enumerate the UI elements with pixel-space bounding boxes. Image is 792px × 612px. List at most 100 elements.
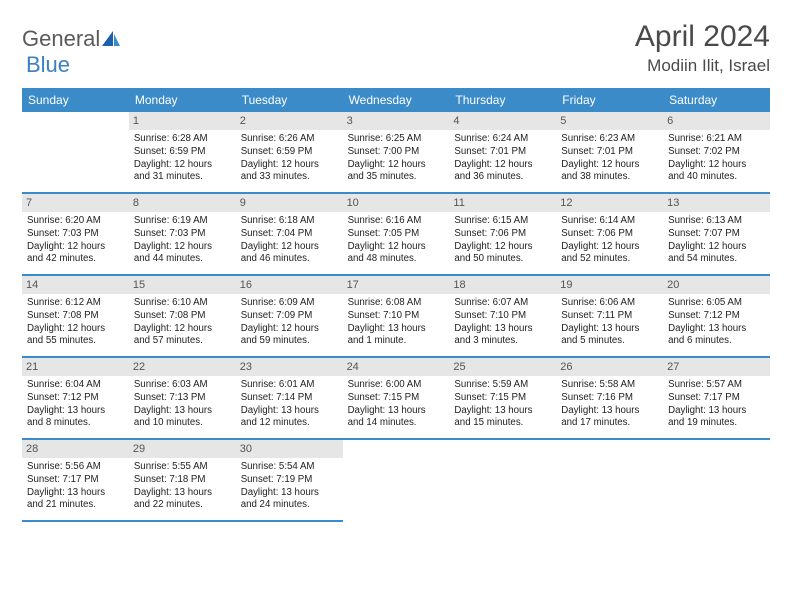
calendar-cell: 1 Sunrise: 6:28 AMSunset: 6:59 PMDaylight… bbox=[129, 112, 236, 194]
calendar-cell: 12 Sunrise: 6:14 AMSunset: 7:06 PMDayligh… bbox=[556, 194, 663, 276]
day-number: 12 bbox=[556, 194, 663, 212]
day-info: Sunrise: 6:01 AMSunset: 7:14 PMDaylight:… bbox=[241, 379, 338, 429]
calendar-cell: 14 Sunrise: 6:12 AMSunset: 7:08 PMDayligh… bbox=[22, 276, 129, 358]
day-info: Sunrise: 6:07 AMSunset: 7:10 PMDaylight:… bbox=[454, 297, 551, 347]
day-info: Sunrise: 6:09 AMSunset: 7:09 PMDaylight:… bbox=[241, 297, 338, 347]
month-title: April 2024 bbox=[635, 20, 770, 54]
calendar-cell bbox=[663, 440, 770, 522]
calendar-cell: 5Sunrise: 6:23 AMSunset: 7:01 PMDaylight… bbox=[556, 112, 663, 194]
calendar-cell: 2 Sunrise: 6:26 AMSunset: 6:59 PMDaylight… bbox=[236, 112, 343, 194]
calendar-cell: 9 Sunrise: 6:18 AMSunset: 7:04 PMDaylight… bbox=[236, 194, 343, 276]
day-info: Sunrise: 6:13 AMSunset: 7:07 PMDaylight:… bbox=[668, 215, 765, 265]
day-info: Sunrise: 6:10 AMSunset: 7:08 PMDaylight:… bbox=[134, 297, 231, 347]
weekday-label: Thursday bbox=[449, 88, 556, 112]
day-info: Sunrise: 6:16 AMSunset: 7:05 PMDaylight:… bbox=[348, 215, 445, 265]
day-number: 14 bbox=[22, 276, 129, 294]
day-number: 8 bbox=[129, 194, 236, 212]
day-number: 30 bbox=[236, 440, 343, 458]
day-info: Sunrise: 5:56 AMSunset: 7:17 PMDaylight:… bbox=[27, 461, 124, 511]
day-info: Sunrise: 6:28 AMSunset: 6:59 PMDaylight:… bbox=[134, 133, 231, 183]
calendar-cell: 22 Sunrise: 6:03 AMSunset: 7:13 PMDayligh… bbox=[129, 358, 236, 440]
day-number: 25 bbox=[449, 358, 556, 376]
day-number: 17 bbox=[343, 276, 450, 294]
calendar-cell: 3 Sunrise: 6:25 AMSunset: 7:00 PMDaylight… bbox=[343, 112, 450, 194]
day-info: Sunrise: 5:54 AMSunset: 7:19 PMDaylight:… bbox=[241, 461, 338, 511]
weekday-label: Friday bbox=[556, 88, 663, 112]
calendar-cell: 4 Sunrise: 6:24 AMSunset: 7:01 PMDaylight… bbox=[449, 112, 556, 194]
logo-sub: Blue bbox=[26, 52, 70, 78]
day-info: Sunrise: 6:15 AMSunset: 7:06 PMDaylight:… bbox=[454, 215, 551, 265]
day-number: 5 bbox=[556, 112, 663, 130]
day-info: Sunrise: 6:25 AMSunset: 7:00 PMDaylight:… bbox=[348, 133, 445, 183]
calendar-cell: 29 Sunrise: 5:55 AMSunset: 7:18 PMDayligh… bbox=[129, 440, 236, 522]
day-number: 21 bbox=[22, 358, 129, 376]
calendar-cell: 26 Sunrise: 5:58 AMSunset: 7:16 PMDayligh… bbox=[556, 358, 663, 440]
day-info: Sunrise: 5:57 AMSunset: 7:17 PMDaylight:… bbox=[668, 379, 765, 429]
day-number: 6 bbox=[663, 112, 770, 130]
day-number: 10 bbox=[343, 194, 450, 212]
calendar-cell: 20 Sunrise: 6:05 AMSunset: 7:12 PMDayligh… bbox=[663, 276, 770, 358]
weekday-label: Tuesday bbox=[236, 88, 343, 112]
day-number: 20 bbox=[663, 276, 770, 294]
day-number: 9 bbox=[236, 194, 343, 212]
weekday-label: Monday bbox=[129, 88, 236, 112]
day-info: Sunrise: 6:05 AMSunset: 7:12 PMDaylight:… bbox=[668, 297, 765, 347]
weekday-label: Sunday bbox=[22, 88, 129, 112]
day-number: 2 bbox=[236, 112, 343, 130]
day-number: 24 bbox=[343, 358, 450, 376]
calendar-cell: 16 Sunrise: 6:09 AMSunset: 7:09 PMDayligh… bbox=[236, 276, 343, 358]
calendar-cell: 23Sunrise: 6:01 AMSunset: 7:14 PMDayligh… bbox=[236, 358, 343, 440]
day-info: Sunrise: 6:03 AMSunset: 7:13 PMDaylight:… bbox=[134, 379, 231, 429]
calendar-cell: 7 Sunrise: 6:20 AMSunset: 7:03 PMDaylight… bbox=[22, 194, 129, 276]
day-info: Sunrise: 6:08 AMSunset: 7:10 PMDaylight:… bbox=[348, 297, 445, 347]
location: Modiin Ilit, Israel bbox=[635, 56, 770, 76]
day-info: Sunrise: 6:24 AMSunset: 7:01 PMDaylight:… bbox=[454, 133, 551, 183]
day-info: Sunrise: 5:58 AMSunset: 7:16 PMDaylight:… bbox=[561, 379, 658, 429]
calendar-cell: 27 Sunrise: 5:57 AMSunset: 7:17 PMDayligh… bbox=[663, 358, 770, 440]
calendar-cell: 15 Sunrise: 6:10 AMSunset: 7:08 PMDayligh… bbox=[129, 276, 236, 358]
day-number: 28 bbox=[22, 440, 129, 458]
calendar-cell bbox=[449, 440, 556, 522]
day-info: Sunrise: 6:12 AMSunset: 7:08 PMDaylight:… bbox=[27, 297, 124, 347]
calendar-cell: 30 Sunrise: 5:54 AMSunset: 7:19 PMDayligh… bbox=[236, 440, 343, 522]
calendar-weekday-header: SundayMondayTuesdayWednesdayThursdayFrid… bbox=[22, 88, 770, 112]
day-number: 13 bbox=[663, 194, 770, 212]
day-number: 27 bbox=[663, 358, 770, 376]
calendar-cell: 24Sunrise: 6:00 AMSunset: 7:15 PMDayligh… bbox=[343, 358, 450, 440]
calendar-cell: 10 Sunrise: 6:16 AMSunset: 7:05 PMDayligh… bbox=[343, 194, 450, 276]
day-info: Sunrise: 6:21 AMSunset: 7:02 PMDaylight:… bbox=[668, 133, 765, 183]
day-info: Sunrise: 6:19 AMSunset: 7:03 PMDaylight:… bbox=[134, 215, 231, 265]
day-info: Sunrise: 6:26 AMSunset: 6:59 PMDaylight:… bbox=[241, 133, 338, 183]
calendar-cell: 21 Sunrise: 6:04 AMSunset: 7:12 PMDayligh… bbox=[22, 358, 129, 440]
calendar-cell: 6 Sunrise: 6:21 AMSunset: 7:02 PMDaylight… bbox=[663, 112, 770, 194]
calendar-cell: 25 Sunrise: 5:59 AMSunset: 7:15 PMDayligh… bbox=[449, 358, 556, 440]
day-info: Sunrise: 5:59 AMSunset: 7:15 PMDaylight:… bbox=[454, 379, 551, 429]
calendar-grid: 1 Sunrise: 6:28 AMSunset: 6:59 PMDaylight… bbox=[22, 112, 770, 522]
day-number: 4 bbox=[449, 112, 556, 130]
calendar-cell: 19Sunrise: 6:06 AMSunset: 7:11 PMDayligh… bbox=[556, 276, 663, 358]
day-info: Sunrise: 6:18 AMSunset: 7:04 PMDaylight:… bbox=[241, 215, 338, 265]
day-number: 7 bbox=[22, 194, 129, 212]
calendar-cell: 28 Sunrise: 5:56 AMSunset: 7:17 PMDayligh… bbox=[22, 440, 129, 522]
day-number: 16 bbox=[236, 276, 343, 294]
calendar-cell bbox=[556, 440, 663, 522]
day-info: Sunrise: 5:55 AMSunset: 7:18 PMDaylight:… bbox=[134, 461, 231, 511]
day-number: 3 bbox=[343, 112, 450, 130]
day-info: Sunrise: 6:06 AMSunset: 7:11 PMDaylight:… bbox=[561, 297, 658, 347]
calendar-cell bbox=[343, 440, 450, 522]
day-number: 22 bbox=[129, 358, 236, 376]
weekday-label: Saturday bbox=[663, 88, 770, 112]
day-number: 15 bbox=[129, 276, 236, 294]
calendar-cell bbox=[22, 112, 129, 194]
day-info: Sunrise: 6:14 AMSunset: 7:06 PMDaylight:… bbox=[561, 215, 658, 265]
logo-text-1: General bbox=[22, 26, 100, 52]
day-number: 11 bbox=[449, 194, 556, 212]
calendar-cell: 17 Sunrise: 6:08 AMSunset: 7:10 PMDayligh… bbox=[343, 276, 450, 358]
day-number: 26 bbox=[556, 358, 663, 376]
day-info: Sunrise: 6:20 AMSunset: 7:03 PMDaylight:… bbox=[27, 215, 124, 265]
day-number: 29 bbox=[129, 440, 236, 458]
day-info: Sunrise: 6:04 AMSunset: 7:12 PMDaylight:… bbox=[27, 379, 124, 429]
day-number: 1 bbox=[129, 112, 236, 130]
calendar-cell: 13 Sunrise: 6:13 AMSunset: 7:07 PMDayligh… bbox=[663, 194, 770, 276]
weekday-label: Wednesday bbox=[343, 88, 450, 112]
